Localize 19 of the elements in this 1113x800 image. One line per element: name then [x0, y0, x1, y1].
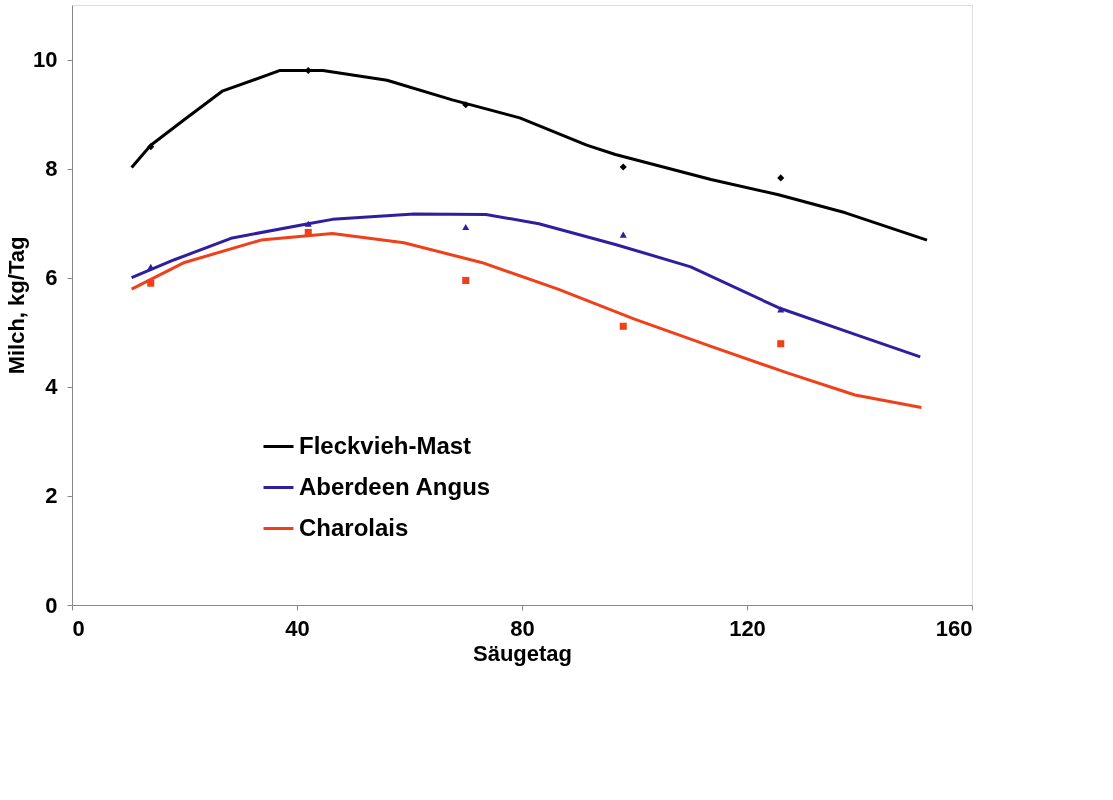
legend-label: Charolais [299, 513, 409, 541]
x-tick-label: 160 [935, 615, 973, 641]
y-tick-label: 0 [45, 592, 58, 618]
y-axis-title: Milch, kg/Tag [4, 236, 30, 375]
y-tick-label: 2 [45, 483, 58, 509]
y-tick-label: 6 [45, 265, 58, 291]
line-series [130, 232, 923, 410]
x-tick-label: 80 [510, 615, 535, 641]
y-tick-label: 4 [45, 374, 59, 400]
x-tick-label: 120 [729, 615, 766, 641]
legend-label: Fleckvieh-Mast [299, 431, 472, 459]
x-tick-label: 0 [72, 615, 85, 641]
x-tick-label: 40 [285, 615, 310, 641]
line-series [130, 212, 922, 359]
line-series [130, 68, 929, 242]
y-tick-label: 10 [33, 47, 58, 73]
x-axis-title: Säugetag [472, 640, 573, 666]
legend-label: Aberdeen Angus [299, 472, 491, 500]
y-tick-label: 8 [45, 156, 58, 182]
